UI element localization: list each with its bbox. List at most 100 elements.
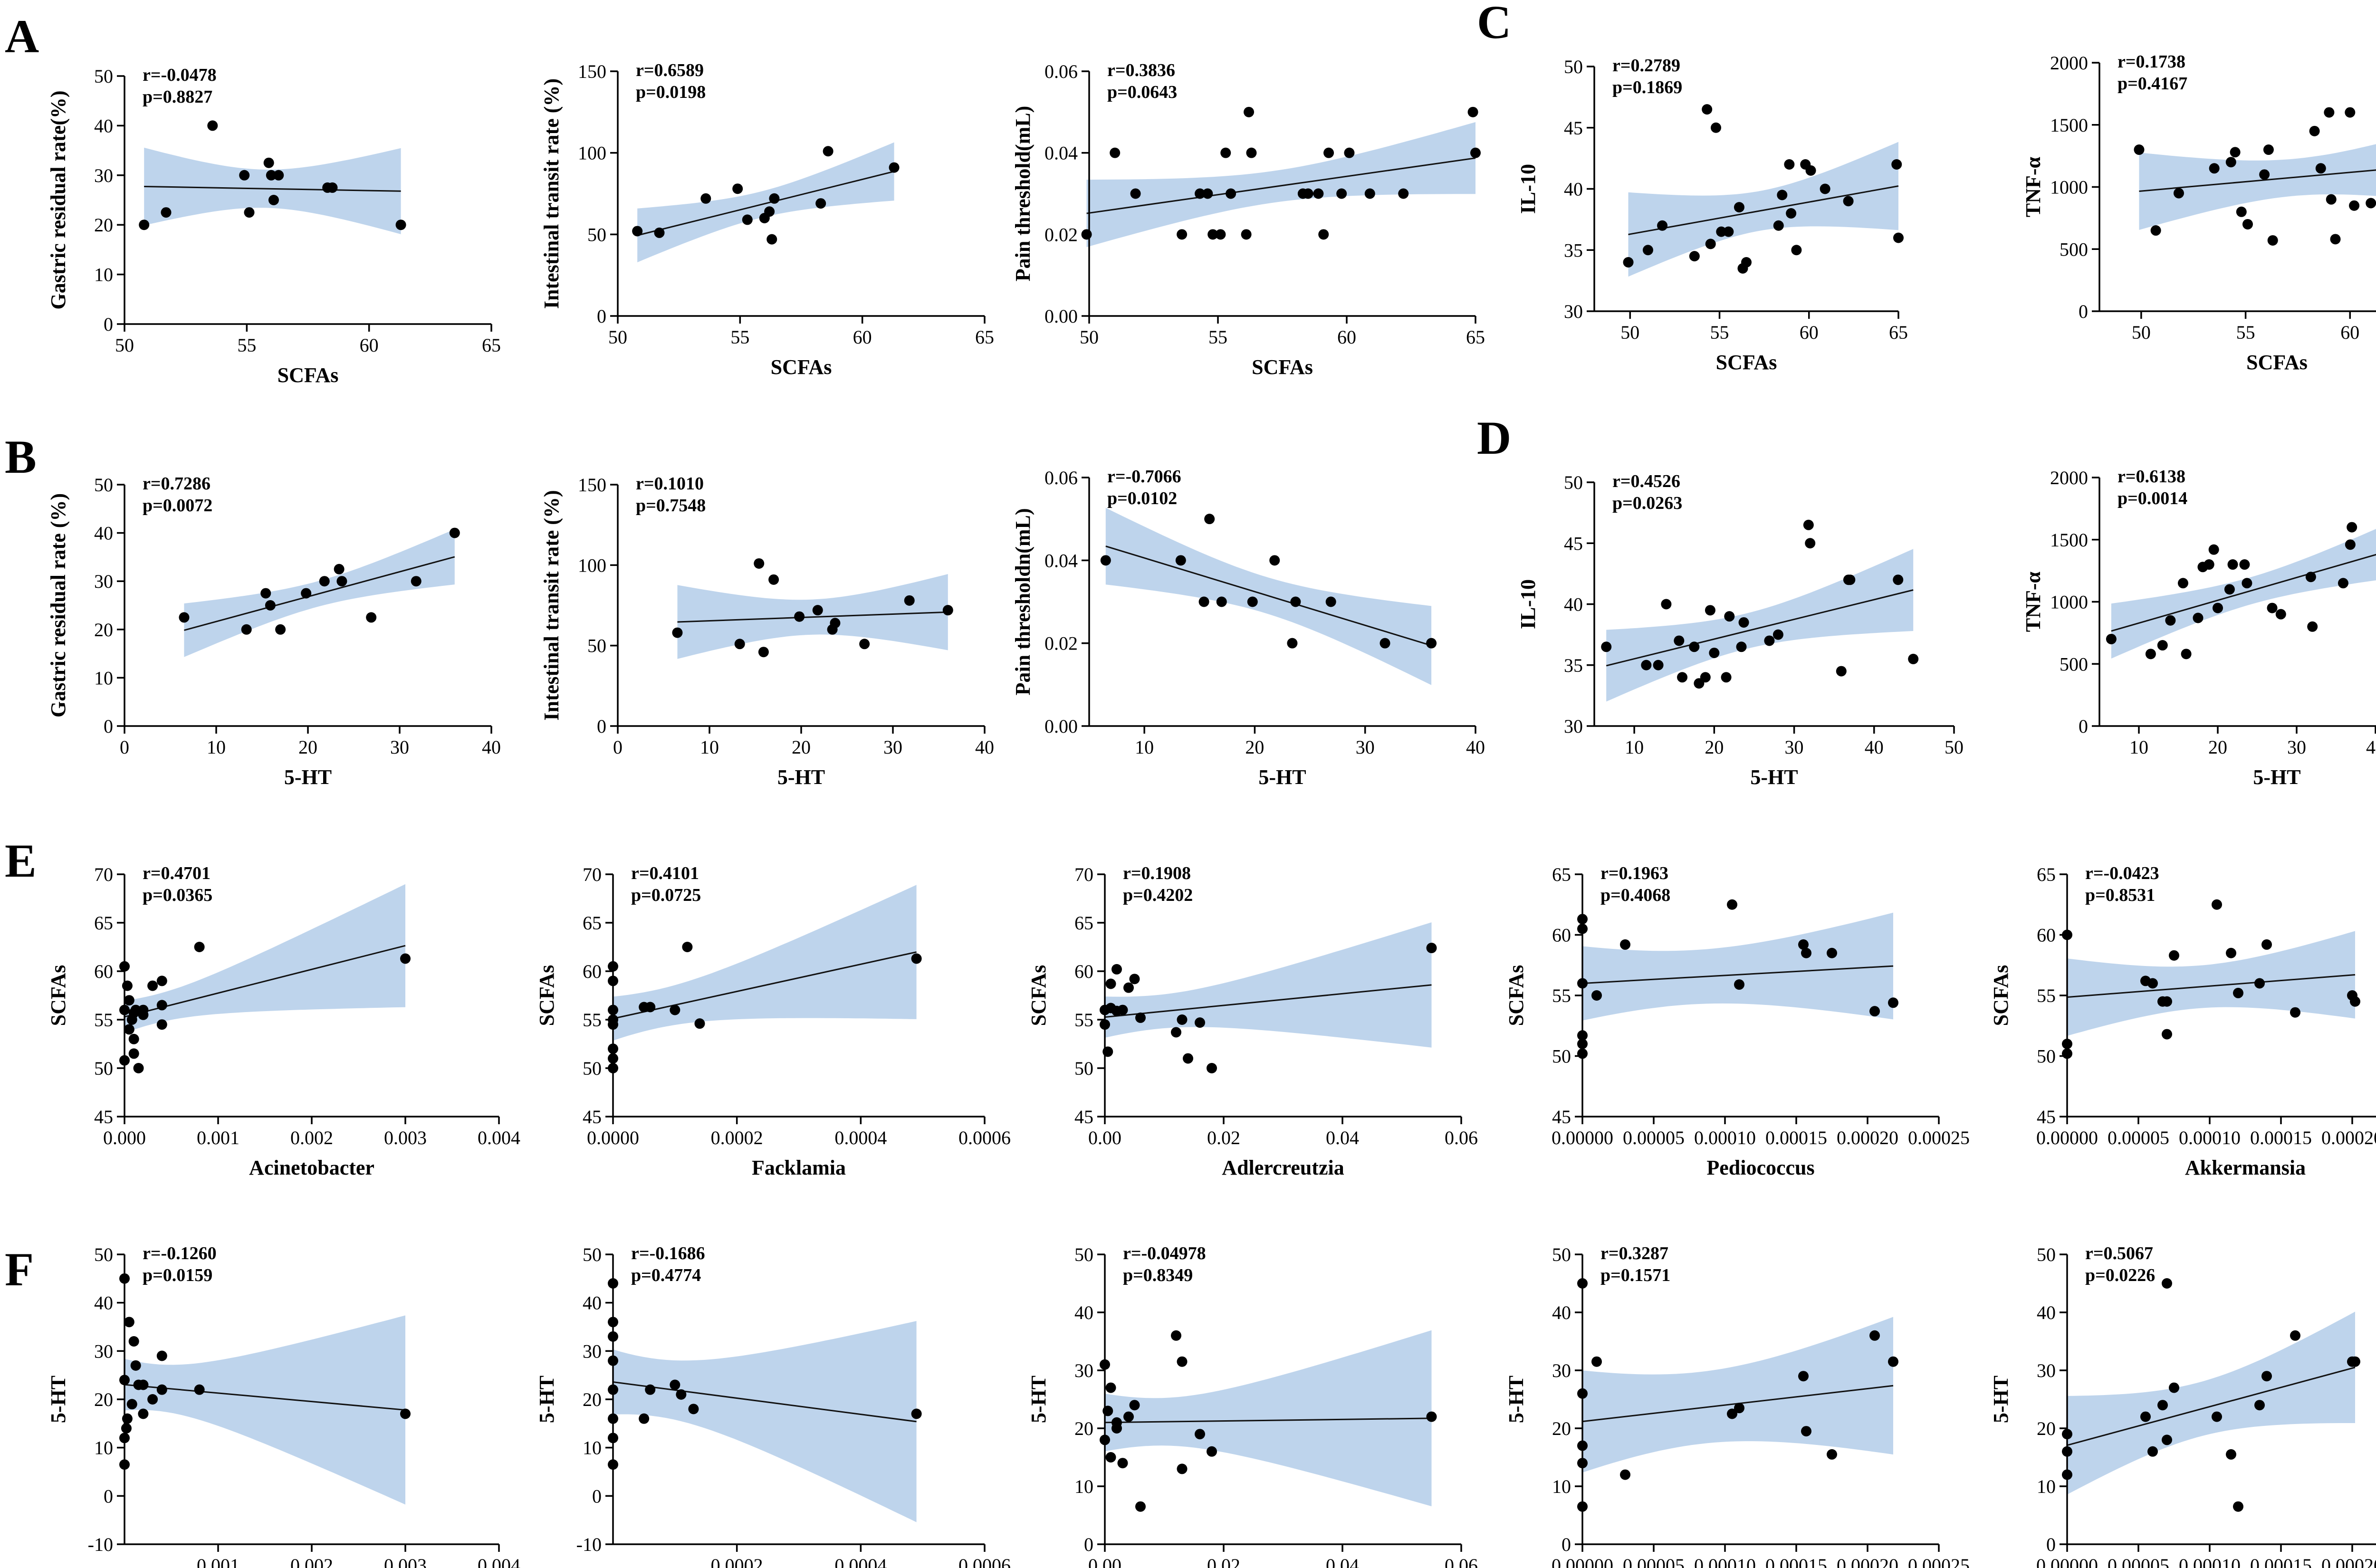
data-point: [119, 1375, 130, 1386]
data-point: [1130, 188, 1141, 199]
data-point: [1135, 1501, 1146, 1512]
y-tick-label: 150: [578, 61, 606, 82]
x-tick-label: 0.00000: [1552, 1555, 1613, 1568]
regression-line: [1628, 185, 1899, 235]
regression-line: [1086, 157, 1476, 214]
y-tick-label: 0.04: [1044, 550, 1078, 571]
data-point: [1591, 990, 1602, 1001]
data-point: [1869, 1330, 1880, 1341]
y-tick-label: 55: [2037, 985, 2056, 1006]
data-point: [128, 1033, 139, 1044]
y-tick-label: 45: [1552, 1106, 1571, 1128]
y-tick-label: -10: [88, 1534, 113, 1555]
data-point: [128, 1336, 139, 1347]
data-point: [1620, 939, 1630, 950]
scatter-panel-f3: 010203040500.000.020.040.06Adlercreutzia…: [1027, 1243, 1478, 1568]
data-point: [1380, 638, 1390, 649]
data-point: [608, 1459, 618, 1470]
data-point: [1241, 229, 1252, 240]
data-point: [2062, 929, 2072, 940]
x-tick-label: 0.00010: [2179, 1555, 2241, 1568]
x-tick-label: 0.0004: [834, 1127, 887, 1148]
confidence-band: [2139, 144, 2376, 230]
x-tick-label: 40: [482, 736, 501, 758]
x-tick-label: 0.00020: [1837, 1127, 1898, 1148]
data-point: [688, 1404, 699, 1415]
p-value: p=0.4068: [1600, 885, 1670, 905]
data-point: [2140, 1411, 2151, 1422]
data-point: [1727, 1408, 1737, 1419]
data-point: [156, 1350, 167, 1361]
data-point: [2169, 950, 2179, 961]
data-point: [275, 624, 286, 635]
data-point: [859, 639, 870, 650]
y-tick-label: 2000: [2050, 467, 2088, 488]
data-point: [1111, 964, 1122, 975]
data-point: [1721, 672, 1732, 683]
data-point: [119, 1273, 130, 1284]
x-axis-label: 5-HT: [1750, 765, 1798, 789]
y-tick-label: 55: [94, 1009, 113, 1031]
x-tick-label: 30: [1356, 736, 1375, 758]
x-tick-label: 65: [482, 335, 501, 356]
x-tick-label: 0.002: [290, 1555, 333, 1568]
y-tick-label: 65: [94, 912, 113, 934]
data-point: [608, 1384, 618, 1395]
x-axis-label: SCFAs: [1252, 355, 1313, 379]
x-tick-label: 65: [1466, 326, 1485, 348]
data-point: [694, 1018, 705, 1029]
y-tick-label: 40: [1564, 179, 1583, 200]
data-point: [608, 1317, 618, 1328]
y-tick-label: 55: [583, 1009, 602, 1031]
data-point: [1764, 635, 1775, 646]
data-point: [207, 120, 218, 131]
r-value: r=-0.7066: [1107, 467, 1181, 487]
x-axis-label: Facklamia: [752, 1156, 846, 1179]
data-point: [1674, 635, 1685, 646]
x-tick-label: 0.00015: [1765, 1555, 1827, 1568]
data-point: [336, 576, 347, 587]
y-tick-label: 65: [583, 912, 602, 934]
data-point: [2212, 899, 2222, 910]
y-axis-label: SCFAs: [1504, 965, 1528, 1026]
data-point: [1577, 1440, 1588, 1451]
panel-label-e: E: [5, 834, 37, 887]
y-axis-label: 5-HT: [1989, 1376, 2012, 1423]
data-point: [2165, 615, 2176, 626]
x-axis-label: Akkermansia: [2185, 1156, 2306, 1179]
y-tick-label: 50: [94, 1244, 113, 1265]
data-point: [2169, 1382, 2179, 1393]
scatter-panel-f2: -10010203040500.00020.00040.0006Facklami…: [535, 1243, 1011, 1568]
data-point: [2350, 996, 2360, 1007]
data-point: [1204, 514, 1215, 525]
y-tick-label: 10: [2037, 1476, 2056, 1497]
data-point: [1642, 245, 1653, 256]
data-point: [1734, 1403, 1744, 1414]
x-tick-label: 10: [1135, 736, 1154, 758]
data-point: [1183, 1053, 1193, 1064]
data-point: [830, 618, 841, 629]
data-point: [1724, 611, 1735, 622]
p-value: p=0.0014: [2117, 488, 2187, 508]
y-tick-label: 10: [1552, 1476, 1571, 1497]
data-point: [911, 1408, 922, 1419]
data-point: [2213, 602, 2223, 613]
data-point: [1100, 1434, 1110, 1445]
y-tick-label: 60: [2037, 925, 2056, 946]
data-point: [1364, 188, 1375, 199]
y-tick-label: 0: [1084, 1534, 1093, 1555]
data-point: [1734, 979, 1744, 990]
data-point: [742, 214, 753, 225]
y-tick-label: 50: [1074, 1058, 1093, 1079]
data-point: [1470, 147, 1481, 158]
data-point: [608, 975, 618, 986]
r-value: r=0.6138: [2117, 467, 2185, 487]
scatter-panel-c1: 30 35 40 45 50 50 55 60 65 SCFAs IL-10 r=0.2789p=0.…: [1516, 56, 1908, 374]
data-point: [400, 953, 411, 964]
data-point: [2275, 609, 2286, 620]
p-value: p=0.0643: [1107, 82, 1177, 102]
x-tick-label: 20: [2208, 736, 2227, 758]
y-axis-label: TNF-α: [2022, 571, 2045, 632]
data-point: [138, 1408, 149, 1419]
y-tick-label: 50: [94, 1058, 113, 1079]
